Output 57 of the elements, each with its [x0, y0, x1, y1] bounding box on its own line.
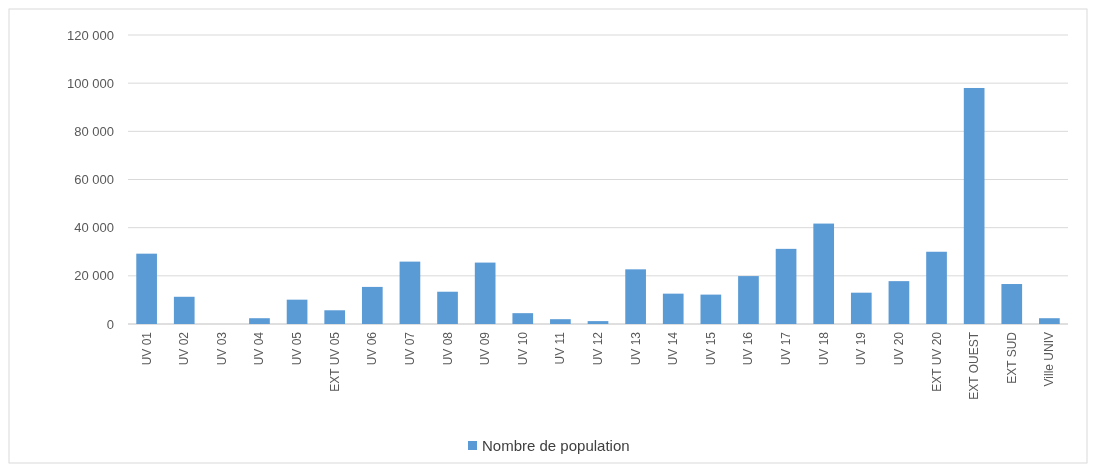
bar — [361, 286, 383, 324]
bar — [324, 310, 346, 324]
bar — [662, 293, 684, 324]
bar — [399, 261, 421, 324]
x-tick-label: UV 08 — [440, 331, 455, 366]
x-tick-label: EXT SUD — [1004, 331, 1019, 384]
bar — [173, 296, 195, 324]
bar — [512, 313, 534, 324]
bar — [625, 269, 646, 324]
x-tick-label: UV 18 — [816, 331, 831, 366]
y-tick-label: 40 000 — [74, 220, 114, 236]
legend-label: Nombre de population — [482, 437, 630, 455]
bar — [888, 281, 910, 324]
x-tick-label: UV 20 — [891, 331, 906, 366]
x-tick-label: UV 12 — [591, 331, 605, 366]
x-tick-label: UV 17 — [779, 331, 794, 366]
y-tick-label: 0 — [106, 316, 114, 332]
bar — [926, 251, 947, 324]
x-tick-label: UV 01 — [139, 331, 154, 366]
bar — [850, 292, 872, 324]
x-tick-label: UV 02 — [177, 331, 192, 366]
x-tick-label: UV 10 — [515, 331, 530, 366]
bar — [700, 294, 722, 324]
bar — [1001, 284, 1023, 324]
bar — [1039, 318, 1060, 324]
x-tick-label: UV 07 — [402, 331, 417, 366]
x-tick-label: UV 11 — [553, 331, 568, 365]
x-tick-label: EXT UV 20 — [929, 331, 944, 392]
x-tick-label: UV 16 — [741, 331, 756, 366]
bar — [437, 291, 458, 324]
x-tick-label: UV 15 — [703, 331, 718, 366]
x-tick-label: UV 13 — [628, 331, 643, 366]
bar — [738, 276, 759, 324]
y-tick-label: 80 000 — [74, 123, 114, 139]
x-tick-label: UV 06 — [365, 331, 380, 366]
bar — [775, 248, 797, 324]
x-tick-label: UV 03 — [214, 331, 229, 366]
bar — [286, 299, 308, 324]
bar — [474, 262, 496, 324]
y-tick-label: 20 000 — [74, 268, 114, 284]
bar — [249, 318, 270, 324]
x-tick-label: EXT UV 05 — [327, 331, 342, 392]
bar — [587, 321, 609, 324]
y-tick-label: 60 000 — [74, 172, 114, 188]
y-tick-label: 120 000 — [67, 27, 114, 43]
x-tick-label: EXT OUEST — [967, 331, 982, 400]
bar — [813, 223, 835, 324]
x-tick-label: UV 04 — [252, 331, 267, 366]
x-tick-label: UV 19 — [854, 331, 869, 366]
x-tick-label: UV 05 — [290, 331, 305, 366]
x-tick-label: Ville UNIV — [1042, 332, 1057, 387]
bar — [963, 87, 985, 324]
bar — [136, 253, 157, 324]
x-tick-label: UV 09 — [478, 331, 493, 366]
x-tick-label: UV 14 — [666, 331, 681, 366]
bar — [550, 319, 571, 324]
y-tick-label: 100 000 — [67, 75, 114, 91]
